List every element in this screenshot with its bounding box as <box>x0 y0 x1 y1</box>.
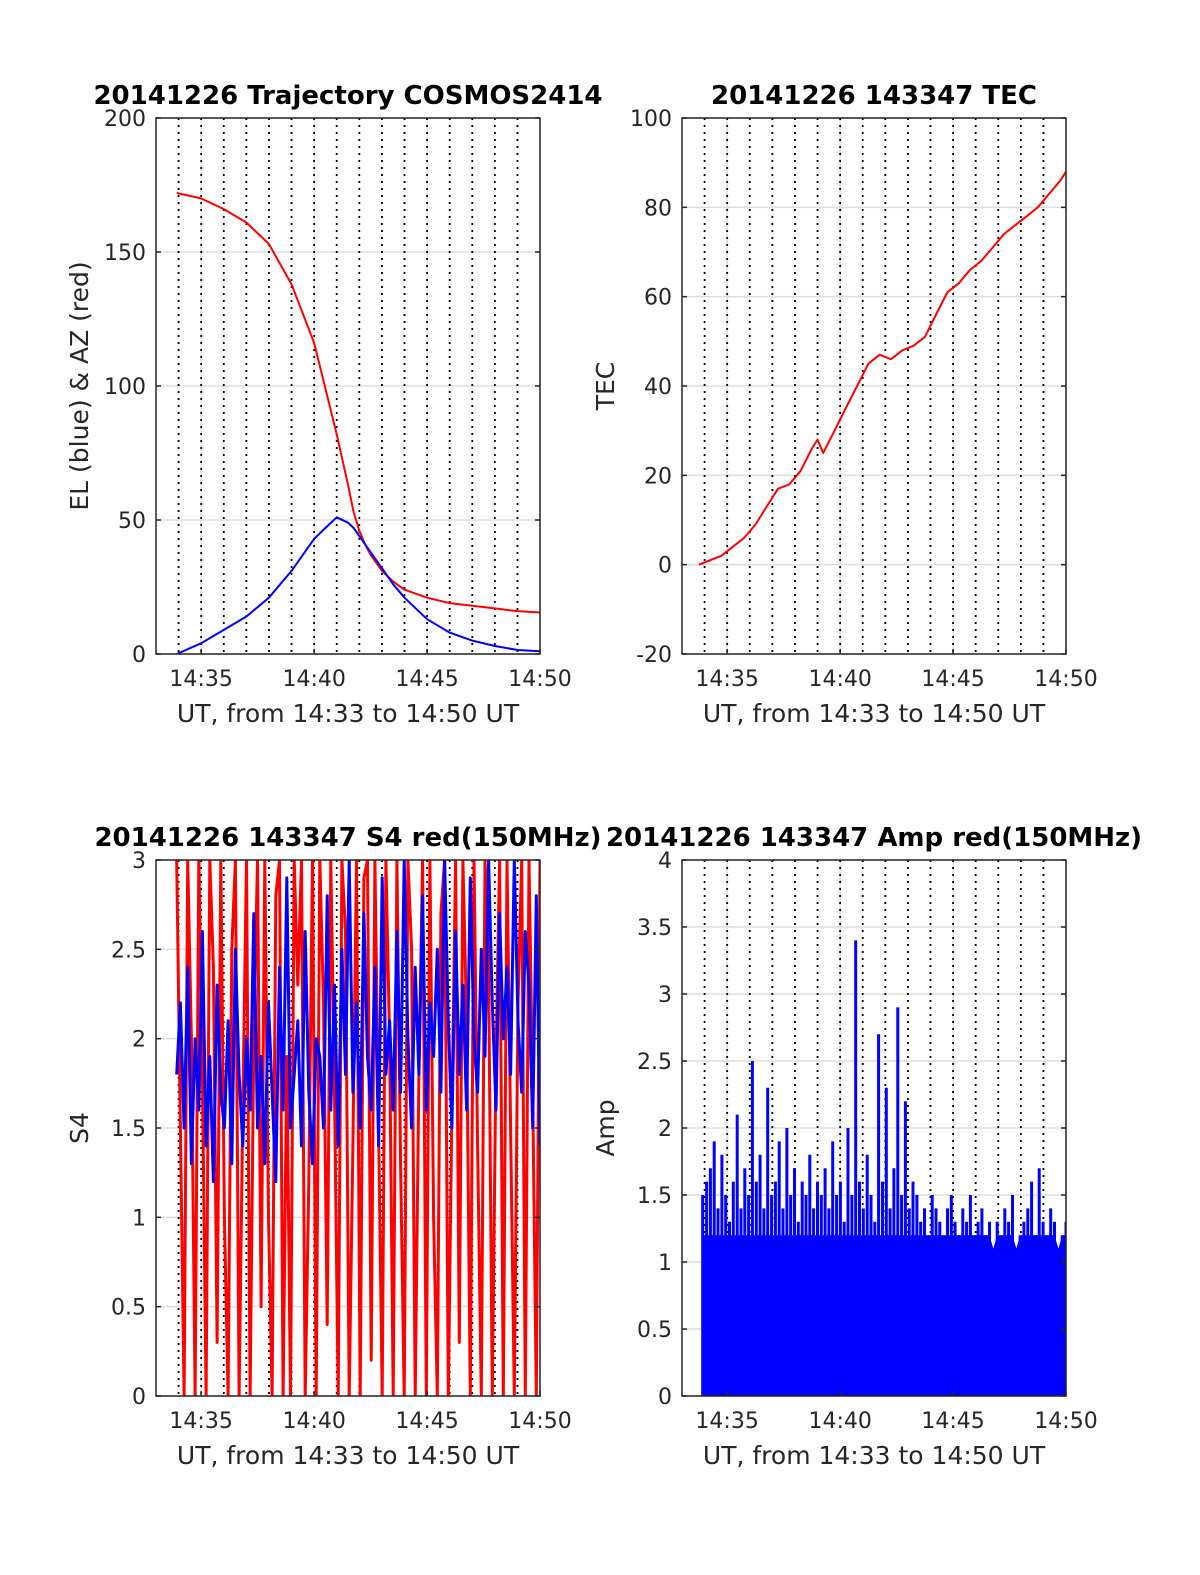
series-0-band <box>702 1235 1066 1396</box>
chart-trajectory: 0 50 100 150 200 14:35 14:40 14:45 14:50 20141226… <box>65 81 603 728</box>
y-tick-label: 3.5 <box>637 916 672 941</box>
y-tick-label: 0 <box>132 643 146 668</box>
x-tick-label: 14:50 <box>508 1409 571 1434</box>
y-tick-label: 100 <box>104 375 146 400</box>
x-tick-label: 14:40 <box>282 1409 345 1434</box>
chart-title: 20141226 143347 TEC <box>711 81 1037 111</box>
y-tick-label: 60 <box>644 286 672 311</box>
y-tick-label: 40 <box>644 375 672 400</box>
y-tick-label: 2 <box>658 1117 672 1142</box>
chart-title: 20141226 Trajectory COSMOS2414 <box>93 81 602 111</box>
y-tick-label: 4 <box>658 849 672 874</box>
chart-title: 20141226 143347 Amp red(150MHz) <box>606 823 1142 853</box>
y-tick-label: 1.5 <box>637 1184 672 1209</box>
y-axis-label: Amp <box>591 1099 620 1156</box>
x-tick-label: 14:40 <box>808 667 871 692</box>
y-tick-label: 20 <box>644 464 672 489</box>
series-1-line <box>175 860 540 1184</box>
y-tick-label: 50 <box>118 509 146 534</box>
y-tick-label: 3 <box>658 983 672 1008</box>
x-tick-label: 14:35 <box>169 1409 232 1434</box>
y-tick-label: 1 <box>132 1206 146 1231</box>
y-tick-label: 200 <box>104 107 146 132</box>
chart-amp: 0 0.5 1 1.5 2 2.5 3 3.5 4 14:35 14:40 14:45 14:50 201… <box>591 823 1142 1470</box>
y-tick-label: 3 <box>132 849 146 874</box>
x-axis-label: UT, from 14:33 to 14:50 UT <box>703 1441 1046 1470</box>
y-tick-label: 80 <box>644 196 672 221</box>
x-tick-label: 14:50 <box>1034 1409 1097 1434</box>
series-group <box>176 192 540 654</box>
y-tick-label: 0 <box>132 1385 146 1410</box>
x-tick-label: 14:50 <box>508 667 571 692</box>
chart-tec: -20 0 20 40 60 80 100 14:35 14:40 14:45 14:50 20141… <box>591 81 1098 728</box>
x-tick-label: 14:45 <box>921 1409 984 1434</box>
y-tick-label: 2.5 <box>111 938 146 963</box>
x-tick-label: 14:35 <box>169 667 232 692</box>
y-tick-label: 1 <box>658 1251 672 1276</box>
y-tick-label: 0.5 <box>111 1296 146 1321</box>
series-0-line <box>698 171 1066 566</box>
x-tick-label: 14:40 <box>808 1409 871 1434</box>
y-axis-label: EL (blue) & AZ (red) <box>65 261 94 510</box>
x-axis-label: UT, from 14:33 to 14:50 UT <box>177 1441 520 1470</box>
series-0-line <box>175 860 540 1396</box>
y-tick-label: 2 <box>132 1028 146 1053</box>
x-tick-label: 14:45 <box>921 667 984 692</box>
y-tick-label: 0 <box>658 554 672 579</box>
chart-title: 20141226 143347 S4 red(150MHz) <box>94 823 601 853</box>
series-group <box>698 171 1066 566</box>
x-tick-label: 14:45 <box>395 667 458 692</box>
y-tick-label: 0.5 <box>637 1318 672 1343</box>
x-tick-label: 14:35 <box>695 1409 758 1434</box>
y-tick-label: 100 <box>630 107 672 132</box>
x-axis-label: UT, from 14:33 to 14:50 UT <box>703 699 1046 728</box>
series-1-line <box>176 516 540 654</box>
y-tick-label: 1.5 <box>111 1117 146 1142</box>
chart-s4: 0 0.5 1 1.5 2 2.5 3 14:35 14:40 14:45 14:50 2014122… <box>65 823 602 1470</box>
x-tick-label: 14:40 <box>282 667 345 692</box>
series-0-line <box>176 192 540 614</box>
x-tick-label: 14:50 <box>1034 667 1097 692</box>
series-group <box>175 860 540 1396</box>
series-group <box>701 940 1066 1396</box>
x-tick-label: 14:35 <box>695 667 758 692</box>
y-tick-label: 2.5 <box>637 1050 672 1075</box>
x-axis-label: UT, from 14:33 to 14:50 UT <box>177 699 520 728</box>
y-tick-label: -20 <box>636 643 672 668</box>
y-tick-label: 150 <box>104 241 146 266</box>
y-tick-label: 0 <box>658 1385 672 1410</box>
y-axis-label: S4 <box>65 1112 94 1144</box>
x-tick-label: 14:45 <box>395 1409 458 1434</box>
y-axis-label: TEC <box>591 362 620 412</box>
